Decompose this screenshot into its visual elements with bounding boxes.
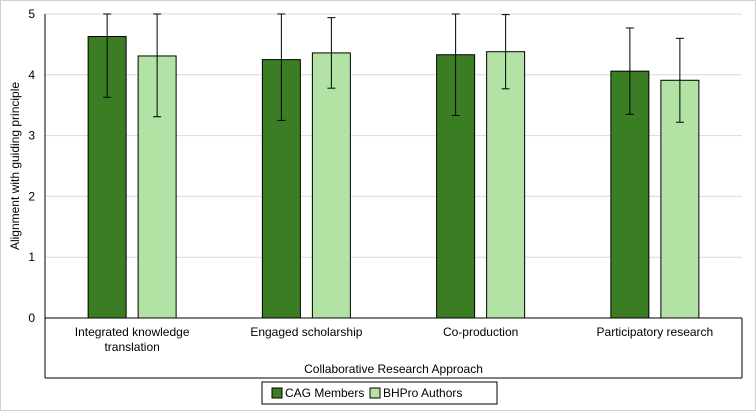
y-axis-title: Alignment with guiding principle <box>8 82 22 250</box>
legend-label: CAG Members <box>285 386 364 400</box>
legend-label: BHPro Authors <box>383 386 462 400</box>
x-tick-label: Co-production <box>443 325 518 339</box>
y-tick-label: 5 <box>28 7 35 21</box>
bar <box>311 52 351 319</box>
x-tick-label: Engaged scholarship <box>250 325 362 339</box>
y-tick-label: 3 <box>28 129 35 143</box>
y-tick-label: 4 <box>28 68 35 82</box>
legend-swatch <box>271 387 283 399</box>
y-tick-label: 1 <box>28 250 35 264</box>
bar <box>137 55 177 319</box>
y-tick-label: 2 <box>28 189 35 203</box>
y-tick-label: 0 <box>28 311 35 325</box>
x-tick-label: Participatory research <box>597 325 714 339</box>
x-tick-label: Integrated knowledge translation <box>75 325 190 354</box>
x-axis-title: Collaborative Research Approach <box>304 362 483 376</box>
bar <box>486 51 526 319</box>
legend-swatch <box>369 387 381 399</box>
